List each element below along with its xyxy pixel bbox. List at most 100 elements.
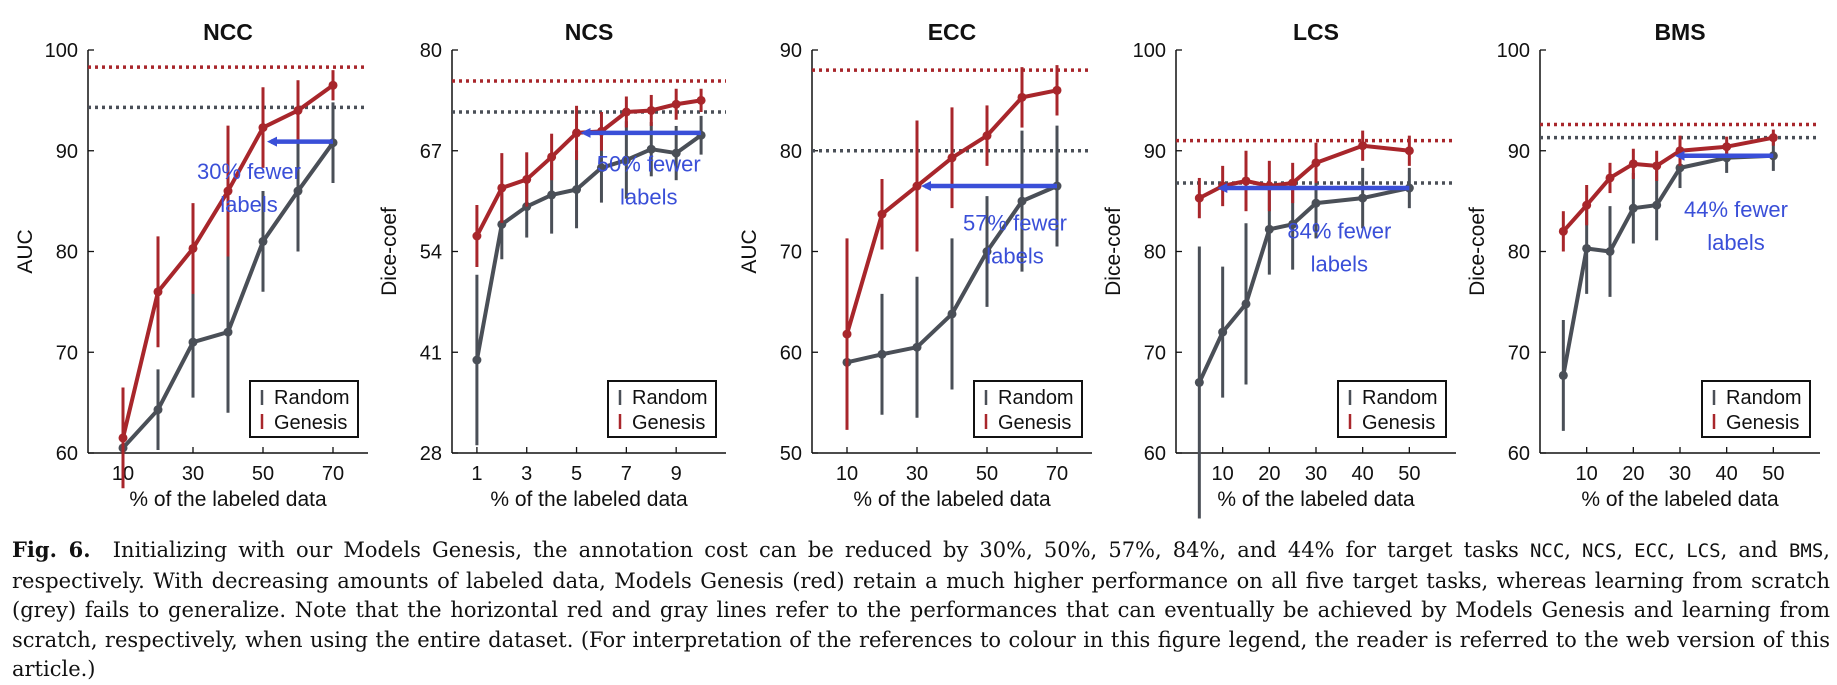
reduction-annotation: 84% fewer labels	[1287, 218, 1391, 276]
x-tick-label: 30	[1669, 463, 1691, 485]
random-series-line	[1561, 153, 1774, 376]
genesis-data-point	[1311, 158, 1321, 168]
x-tick-label: 1	[471, 463, 482, 485]
genesis-data-point	[118, 433, 128, 443]
y-tick-label: 28	[420, 443, 442, 465]
y-tick-label: 100	[1133, 40, 1166, 62]
y-tick-label: 100	[45, 40, 78, 62]
genesis-data-point	[1722, 142, 1732, 152]
genesis-data-point	[153, 287, 163, 297]
caption-task-bms: BMS	[1788, 540, 1824, 562]
caption-task-lcs: LCS	[1686, 540, 1721, 562]
y-tick-label: 90	[780, 40, 802, 62]
random-data-point	[547, 190, 557, 200]
y-tick-label: 67	[420, 141, 442, 163]
reduction-annotation: 50% fewer labels	[597, 152, 701, 210]
legend-genesis-label: Genesis	[1726, 412, 1799, 434]
y-tick-label: 80	[1144, 242, 1166, 264]
genesis-data-point	[1404, 146, 1414, 156]
random-data-point	[646, 144, 656, 154]
genesis-data-point	[696, 95, 706, 105]
annotation-line: labels	[1707, 230, 1764, 255]
y-tick-label: 90	[1144, 141, 1166, 163]
genesis-data-point	[912, 181, 922, 191]
legend-genesis-label: Genesis	[1362, 412, 1435, 434]
x-axis-label: % of the labeled data	[1217, 488, 1415, 511]
caption-task-ncs: NCS	[1582, 540, 1617, 562]
genesis-data-point	[1605, 173, 1615, 183]
genesis-data-point	[671, 99, 681, 109]
x-tick-label: 10	[836, 463, 858, 485]
random-data-point	[1558, 370, 1568, 380]
genesis-data-point	[1052, 85, 1062, 95]
random-series-line	[474, 133, 703, 361]
legend-box	[249, 380, 359, 438]
x-tick-label: 20	[1258, 463, 1280, 485]
legend: Random Genesis	[249, 380, 359, 438]
genesis-data-point	[188, 243, 198, 253]
x-tick-label: 10	[1212, 463, 1234, 485]
random-data-point	[1628, 203, 1638, 213]
random-data-point	[497, 219, 507, 229]
x-tick-label: 50	[252, 463, 274, 485]
x-tick-label: 30	[906, 463, 928, 485]
random-data-point	[621, 155, 631, 165]
y-axis-label: Dice-coef	[378, 207, 401, 296]
random-data-point	[671, 148, 681, 158]
x-axis-label: % of the labeled data	[490, 488, 688, 511]
random-data-point	[1194, 377, 1204, 387]
legend-random-label: Random	[274, 387, 350, 409]
random-data-point	[223, 327, 233, 337]
y-tick-label: 70	[1508, 342, 1530, 364]
random-series-line	[1197, 186, 1410, 384]
figure-caption: Fig. 6. Initializing with our Models Gen…	[12, 535, 1830, 685]
chart-title: ECC	[928, 19, 977, 45]
legend-random-label: Random	[632, 387, 708, 409]
random-data-point	[912, 342, 922, 352]
genesis-data-point	[1288, 178, 1298, 188]
y-axis-label: AUC	[14, 229, 37, 273]
x-tick-label: 50	[1398, 463, 1420, 485]
random-data-point	[1675, 163, 1685, 173]
random-data-point	[1582, 243, 1592, 253]
genesis-data-point	[497, 183, 507, 193]
y-axis-label: AUC	[738, 229, 761, 273]
legend-random-label: Random	[1726, 387, 1802, 409]
genesis-data-point	[572, 128, 582, 138]
caption-text-6: ,	[1668, 538, 1687, 562]
x-tick-label: 40	[1352, 463, 1374, 485]
random-data-point	[1288, 219, 1298, 229]
legend-random-label: Random	[998, 387, 1074, 409]
y-tick-label: 70	[780, 242, 802, 264]
y-tick-label: 70	[56, 342, 78, 364]
y-tick-label: 80	[56, 242, 78, 264]
caption-task-ncc: NCC	[1529, 540, 1565, 562]
chart-panel-ncs: NCS 28 41 54 67 80 1 3 5 7 9 % of the labeled data D…	[378, 19, 726, 511]
caption-text-2: ,	[1564, 538, 1583, 562]
annotation-line: 57% fewer	[963, 210, 1067, 235]
genesis-data-point	[258, 123, 268, 133]
x-tick-label: 20	[1622, 463, 1644, 485]
chart-panel-lcs: LCS 60 70 80 90 100 10 20 30 40 50 % of the labeled…	[1102, 19, 1456, 519]
random-data-point	[1605, 247, 1615, 256]
y-tick-label: 60	[56, 443, 78, 465]
figure-panels: NCC 60 70 80 90 100 10 30 50 70 % of the labeled d…	[14, 19, 1820, 519]
genesis-data-point	[621, 107, 631, 117]
x-tick-label: 50	[1762, 463, 1784, 485]
genesis-data-point	[223, 186, 233, 196]
y-tick-label: 100	[1497, 40, 1530, 62]
genesis-data-point	[1582, 200, 1592, 210]
random-data-point	[1218, 327, 1228, 337]
chart-title: NCC	[203, 19, 253, 45]
random-data-point	[982, 247, 992, 256]
reduction-annotation: 44% fewer labels	[1684, 197, 1788, 255]
caption-label: Fig. 6.	[12, 537, 91, 562]
random-data-point	[947, 309, 957, 319]
y-axis-label: Dice-coef	[1102, 207, 1125, 296]
genesis-data-point	[1194, 193, 1204, 203]
chart-panel-ecc: ECC 50 60 70 80 90 10 30 50 70 % of the labeled da…	[738, 19, 1092, 511]
caption-task-ecc: ECC	[1634, 540, 1669, 562]
genesis-data-point	[1358, 141, 1368, 151]
x-tick-label: 3	[521, 463, 532, 485]
legend: Random Genesis	[1337, 380, 1447, 438]
